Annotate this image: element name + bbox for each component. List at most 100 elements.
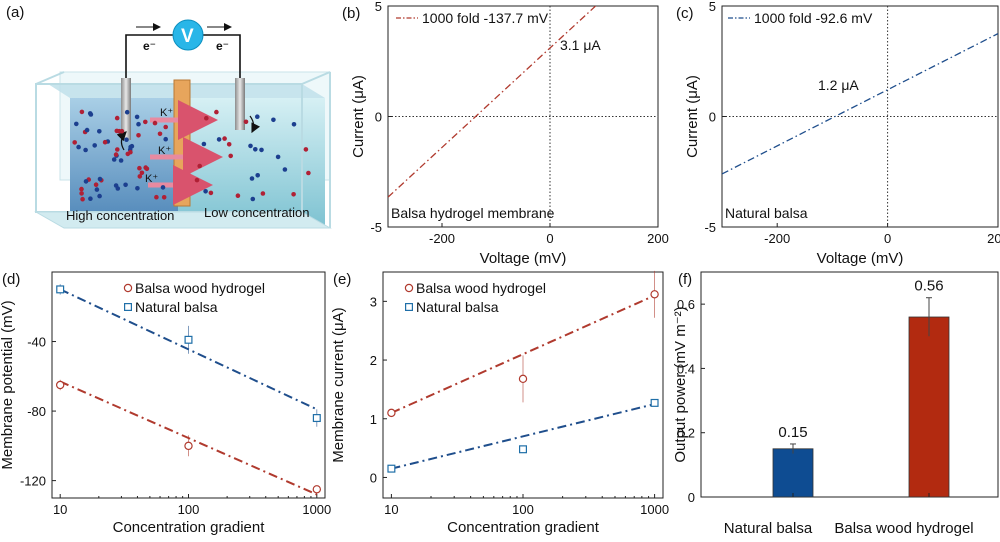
ion-dot (228, 153, 233, 159)
legend-entry: Natural balsa (416, 299, 499, 315)
ion-dot (139, 170, 145, 176)
ion-dot (97, 193, 102, 199)
ion-dot (94, 187, 100, 192)
ion-dot (275, 154, 281, 160)
x-tick-label: 1000 (640, 502, 669, 517)
ion-dot (260, 191, 266, 196)
low-concentration-label: Low concentration (204, 205, 310, 220)
data-point (184, 441, 193, 451)
ion-dot (76, 144, 81, 150)
legend-marker (123, 283, 133, 293)
y-tick-label: 0 (370, 470, 377, 485)
ion-dot (97, 129, 102, 134)
ion-dot (271, 117, 276, 123)
voltmeter-icon (172, 19, 204, 51)
category-label: Natural balsa (724, 520, 813, 537)
bar-value-label: 0.56 (914, 278, 943, 295)
y-tick-label: 0 (709, 110, 716, 125)
legend-marker (123, 303, 132, 312)
ion-dot (114, 115, 120, 121)
ion-dot (201, 141, 207, 147)
y-axis-label: Output power (mV m⁻²) (672, 306, 689, 462)
ion-dot (83, 179, 89, 184)
x-tick-label: -200 (764, 231, 790, 246)
ion-dot (79, 191, 84, 196)
ion-dot (303, 147, 309, 152)
panel-label: (e) (333, 271, 351, 288)
legend-entry: Natural balsa (135, 299, 218, 315)
y-tick-label: 0 (688, 490, 695, 505)
ion-dot (102, 139, 108, 145)
ion-dot (214, 109, 219, 115)
ion-dot (197, 163, 202, 169)
data-point (650, 290, 659, 299)
ion-dot (79, 186, 84, 192)
ion-label: K⁺ (160, 107, 173, 119)
ion-dot (111, 157, 117, 162)
ion-dot (129, 143, 135, 149)
ion-dot (253, 147, 258, 152)
ion-dot (243, 119, 249, 125)
ion-dots (72, 109, 311, 202)
legend-marker (405, 303, 414, 312)
ion-dot (203, 189, 208, 194)
ion-dot (84, 127, 90, 133)
x-axis-label: Concentration gradient (447, 519, 600, 536)
electrode-right (235, 78, 245, 130)
plot-frame (387, 5, 659, 228)
x-axis-label: Voltage (mV) (480, 250, 567, 267)
ion-dot (136, 133, 141, 138)
ion-dot (88, 196, 93, 201)
data-point (312, 485, 322, 494)
panel-a-schematic: (a) V e⁻ e⁻ K⁺ K⁺ K⁺ H (6, 4, 332, 229)
ion-dot (259, 147, 264, 153)
y-tick-label: -5 (704, 220, 716, 235)
y-axis-label: Membrane current (μA) (330, 307, 347, 462)
electron-left-label: e⁻ (143, 39, 156, 53)
legend-marker (404, 283, 414, 293)
ion-dot (74, 121, 79, 127)
ion-dot (255, 173, 260, 178)
x-tick-label: 10 (53, 502, 67, 517)
electron-right-label: e⁻ (216, 39, 229, 53)
ion-dot (123, 182, 128, 188)
ion-dot (124, 137, 129, 142)
ion-dot (93, 182, 99, 187)
panel-label: (d) (2, 271, 20, 288)
ion-dot (160, 185, 166, 190)
ion-dot (134, 114, 140, 120)
annotation: 1.2 μA (818, 77, 859, 93)
ion-dot (143, 165, 148, 170)
ion-dot (216, 137, 222, 142)
annotation: 3.1 μA (560, 37, 601, 53)
x-axis-label: Concentration gradient (113, 519, 266, 536)
x-tick-label: 10 (384, 502, 398, 517)
ion-dot (248, 143, 253, 149)
ion-dot (79, 109, 85, 115)
panel-label: (b) (342, 5, 360, 22)
ion-dot (306, 170, 311, 176)
x-tick-label: 0 (884, 231, 891, 246)
plot-frame (700, 271, 999, 498)
voltmeter-symbol: V (181, 26, 194, 47)
y-tick-label: 2 (370, 353, 377, 368)
ion-dot (124, 109, 130, 115)
ion-dot (87, 111, 93, 116)
legend-entry: Balsa wood hydrogel (135, 280, 265, 296)
iv-series-line (722, 33, 998, 175)
bar (772, 448, 814, 498)
y-tick-label: 0.2 (677, 426, 695, 441)
y-tick-label: -40 (27, 335, 46, 350)
ion-dot (116, 128, 122, 134)
bar (908, 316, 950, 498)
data-point (56, 285, 65, 294)
panel-label: (f) (678, 271, 692, 288)
ion-dot (291, 192, 296, 197)
data-point (387, 408, 396, 418)
legend-entry: Balsa wood hydrogel (416, 280, 546, 296)
bar-value-label: 0.15 (778, 424, 807, 441)
y-tick-label: -80 (27, 404, 46, 419)
ion-dot (128, 149, 133, 155)
ion-dot (157, 131, 163, 137)
